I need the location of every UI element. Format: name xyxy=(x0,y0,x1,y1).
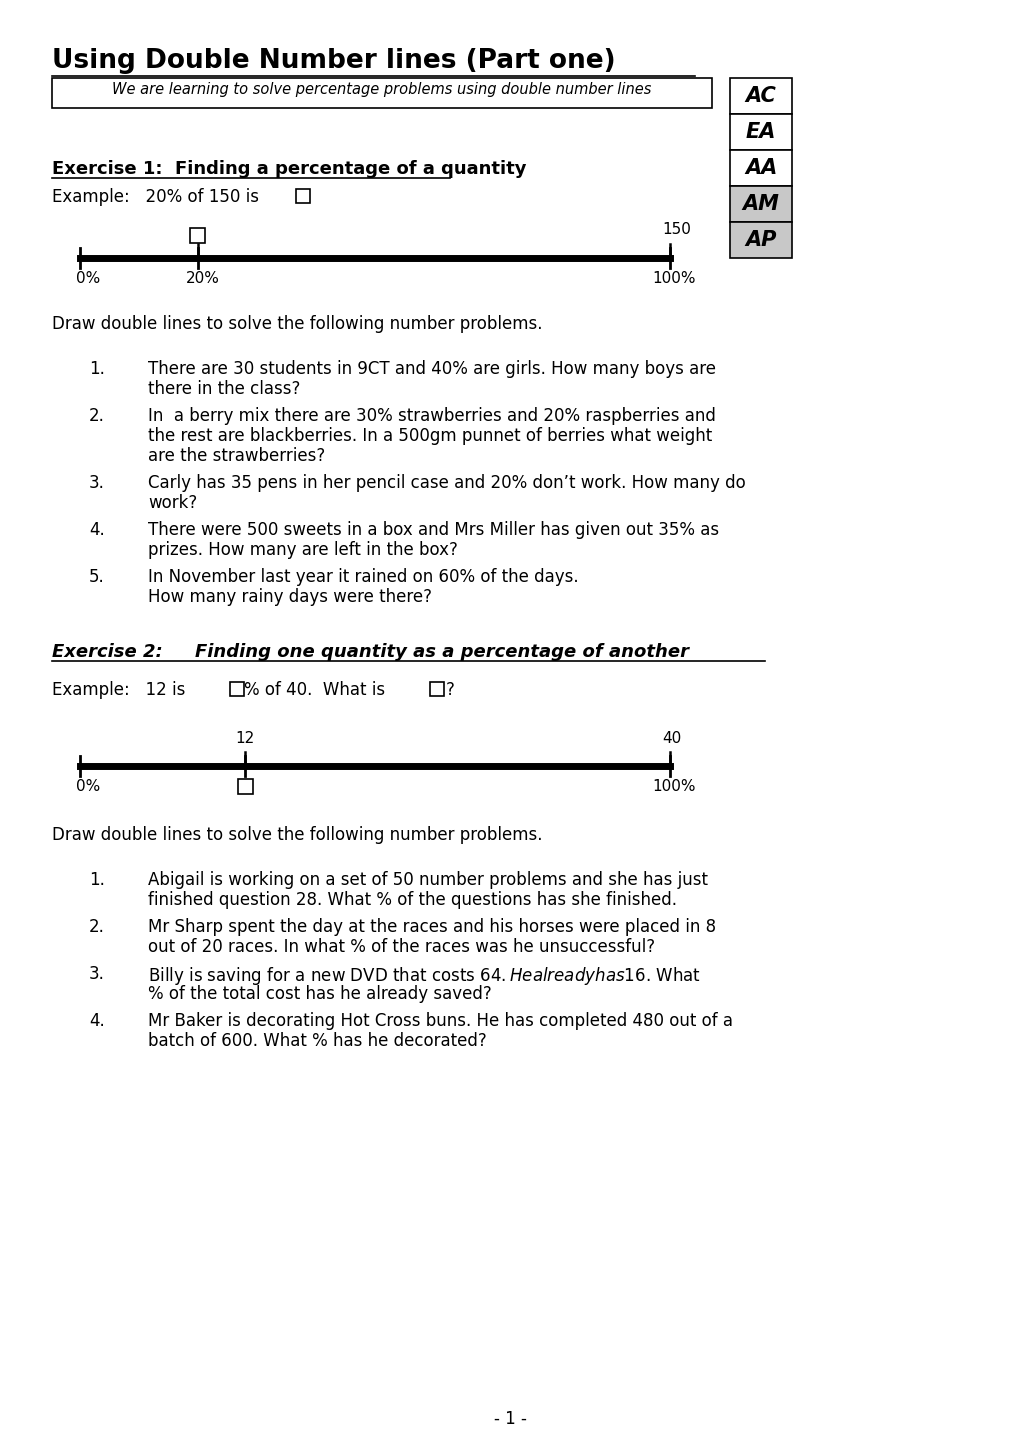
Text: 2.: 2. xyxy=(89,407,105,426)
Text: Mr Baker is decorating Hot Cross buns. He has completed 480 out of a: Mr Baker is decorating Hot Cross buns. H… xyxy=(148,1012,733,1030)
Text: In November last year it rained on 60% of the days.: In November last year it rained on 60% o… xyxy=(148,569,578,586)
Text: Exercise 1:  Finding a percentage of a quantity: Exercise 1: Finding a percentage of a qu… xyxy=(52,160,526,177)
Text: Mr Sharp spent the day at the races and his horses were placed in 8: Mr Sharp spent the day at the races and … xyxy=(148,918,715,937)
Text: AC: AC xyxy=(745,87,775,105)
Text: 100%: 100% xyxy=(651,271,695,286)
Bar xyxy=(191,228,205,242)
Text: Billy is saving for a new DVD that costs $64. He already has $16. What: Billy is saving for a new DVD that costs… xyxy=(148,965,700,987)
Text: Carly has 35 pens in her pencil case and 20% don’t work. How many do: Carly has 35 pens in her pencil case and… xyxy=(148,473,745,492)
Text: Draw double lines to solve the following number problems.: Draw double lines to solve the following… xyxy=(52,315,542,333)
Text: 12: 12 xyxy=(235,732,255,746)
Bar xyxy=(237,779,253,794)
Bar xyxy=(229,683,244,696)
Text: 40: 40 xyxy=(661,732,681,746)
Text: Example:   20% of 150 is: Example: 20% of 150 is xyxy=(52,188,264,206)
Text: Example:   12 is: Example: 12 is xyxy=(52,681,191,698)
Text: 100%: 100% xyxy=(651,779,695,794)
Text: batch of 600. What % has he decorated?: batch of 600. What % has he decorated? xyxy=(148,1032,486,1051)
Text: % of the total cost has he already saved?: % of the total cost has he already saved… xyxy=(148,986,491,1003)
Text: 0%: 0% xyxy=(76,779,100,794)
Bar xyxy=(730,150,791,186)
Text: the rest are blackberries. In a 500gm punnet of berries what weight: the rest are blackberries. In a 500gm pu… xyxy=(148,427,711,444)
Text: AA: AA xyxy=(744,157,776,177)
Bar xyxy=(296,189,310,203)
Bar xyxy=(52,78,711,108)
Text: - 1 -: - 1 - xyxy=(493,1410,526,1429)
Bar xyxy=(730,78,791,114)
Text: there in the class?: there in the class? xyxy=(148,380,300,398)
Text: 1.: 1. xyxy=(89,872,105,889)
Text: Abigail is working on a set of 50 number problems and she has just: Abigail is working on a set of 50 number… xyxy=(148,872,707,889)
Text: AM: AM xyxy=(742,193,779,214)
Text: Using Double Number lines (Part one): Using Double Number lines (Part one) xyxy=(52,48,615,74)
Text: 5.: 5. xyxy=(90,569,105,586)
Text: 3.: 3. xyxy=(89,965,105,983)
Text: 150: 150 xyxy=(661,222,690,237)
Text: There are 30 students in 9CT and 40% are girls. How many boys are: There are 30 students in 9CT and 40% are… xyxy=(148,359,715,378)
Text: Exercise 2:: Exercise 2: xyxy=(52,644,163,661)
Text: 4.: 4. xyxy=(90,1012,105,1030)
Text: In  a berry mix there are 30% strawberries and 20% raspberries and: In a berry mix there are 30% strawberrie… xyxy=(148,407,715,426)
Text: 2.: 2. xyxy=(89,918,105,937)
Text: % of 40.  What is: % of 40. What is xyxy=(244,681,390,698)
Text: We are learning to solve percentage problems using double number lines: We are learning to solve percentage prob… xyxy=(112,82,651,97)
Text: There were 500 sweets in a box and Mrs Miller has given out 35% as: There were 500 sweets in a box and Mrs M… xyxy=(148,521,718,540)
Bar xyxy=(730,114,791,150)
Text: AP: AP xyxy=(745,229,775,250)
Text: ?: ? xyxy=(445,681,454,698)
Text: finished question 28. What % of the questions has she finished.: finished question 28. What % of the ques… xyxy=(148,890,677,909)
Text: Finding one quantity as a percentage of another: Finding one quantity as a percentage of … xyxy=(170,644,688,661)
Text: How many rainy days were there?: How many rainy days were there? xyxy=(148,587,432,606)
Text: 20%: 20% xyxy=(185,271,220,286)
Bar xyxy=(730,186,791,222)
Text: Draw double lines to solve the following number problems.: Draw double lines to solve the following… xyxy=(52,825,542,844)
Text: prizes. How many are left in the box?: prizes. How many are left in the box? xyxy=(148,541,458,558)
Text: are the strawberries?: are the strawberries? xyxy=(148,447,325,465)
Text: EA: EA xyxy=(745,123,775,141)
Text: 0%: 0% xyxy=(76,271,100,286)
Text: work?: work? xyxy=(148,494,197,512)
Text: 3.: 3. xyxy=(89,473,105,492)
Text: out of 20 races. In what % of the races was he unsuccessful?: out of 20 races. In what % of the races … xyxy=(148,938,654,957)
Bar xyxy=(430,683,443,696)
Text: 4.: 4. xyxy=(90,521,105,540)
Bar xyxy=(730,222,791,258)
Text: 1.: 1. xyxy=(89,359,105,378)
